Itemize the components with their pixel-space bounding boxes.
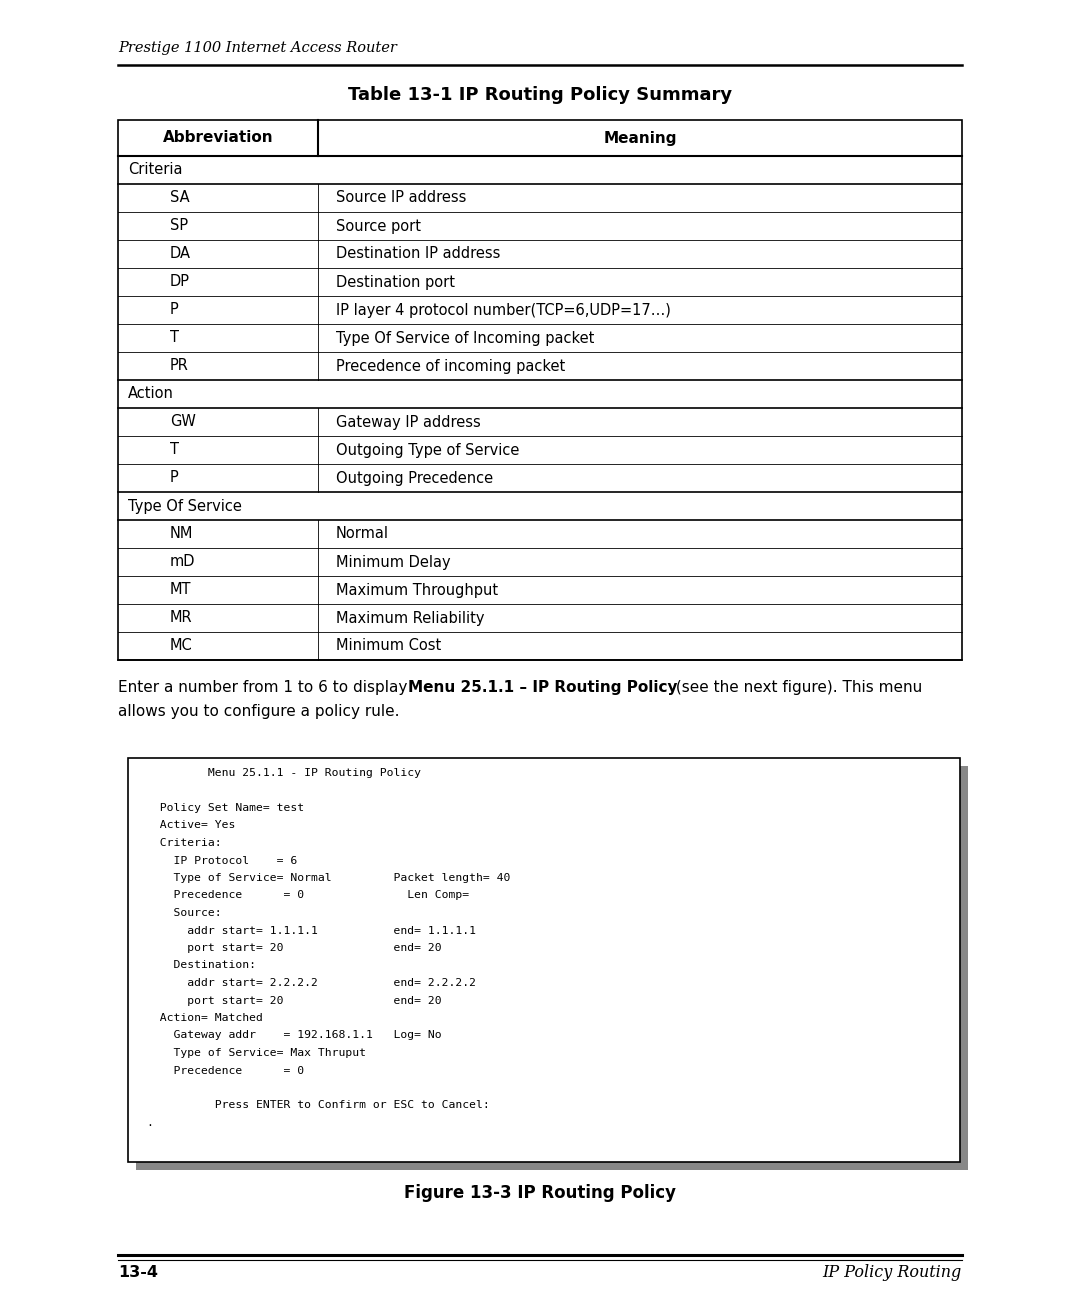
Text: allows you to configure a policy rule.: allows you to configure a policy rule. [118,704,400,718]
Text: MC: MC [170,638,192,653]
Text: Gateway IP address: Gateway IP address [336,414,481,430]
Text: Outgoing Type of Service: Outgoing Type of Service [336,443,519,458]
Text: Menu 25.1.1 – IP Routing Policy: Menu 25.1.1 – IP Routing Policy [408,680,677,695]
Text: Table 13-1 IP Routing Policy Summary: Table 13-1 IP Routing Policy Summary [348,87,732,104]
Text: Destination port: Destination port [336,274,455,290]
Bar [136,766,968,1169]
Text: Source:: Source: [146,909,221,918]
Bar [129,758,960,1162]
Text: port start= 20                end= 20: port start= 20 end= 20 [146,943,442,953]
Text: Normal: Normal [336,527,389,541]
Text: Destination IP address: Destination IP address [336,246,500,261]
Text: IP Protocol    = 6: IP Protocol = 6 [146,856,297,865]
Text: PR: PR [170,358,189,374]
Text: 13-4: 13-4 [118,1265,158,1280]
Text: NM: NM [170,527,193,541]
Text: Policy Set Name= test: Policy Set Name= test [146,804,305,813]
Text: Figure 13-3 IP Routing Policy: Figure 13-3 IP Routing Policy [404,1184,676,1201]
Text: Maximum Reliability: Maximum Reliability [336,611,485,625]
Text: Criteria:: Criteria: [146,838,221,848]
Text: GW: GW [170,414,195,430]
Text: Type Of Service of Incoming packet: Type Of Service of Incoming packet [336,330,594,346]
Text: DP: DP [170,274,190,290]
Text: port start= 20                end= 20: port start= 20 end= 20 [146,995,442,1006]
Text: (see the next figure). This menu: (see the next figure). This menu [672,680,922,695]
Text: Prestige 1100 Internet Access Router: Prestige 1100 Internet Access Router [118,41,396,55]
Text: Type of Service= Normal         Packet length= 40: Type of Service= Normal Packet length= 4… [146,873,511,884]
Text: Precedence      = 0: Precedence = 0 [146,1066,305,1075]
Text: Minimum Delay: Minimum Delay [336,555,450,569]
Text: MT: MT [170,582,191,598]
Text: Action: Action [129,387,174,401]
Text: T: T [170,330,179,346]
Text: .: . [146,1118,153,1127]
Text: MR: MR [170,611,192,625]
Text: Enter a number from 1 to 6 to display: Enter a number from 1 to 6 to display [118,680,413,695]
Text: Type of Service= Max Thruput: Type of Service= Max Thruput [146,1047,366,1058]
Text: Source port: Source port [336,219,421,233]
Text: Menu 25.1.1 - IP Routing Policy: Menu 25.1.1 - IP Routing Policy [146,768,421,777]
Text: IP Policy Routing: IP Policy Routing [823,1264,962,1281]
Text: Abbreviation: Abbreviation [163,131,273,146]
Text: Maximum Throughput: Maximum Throughput [336,582,498,598]
Text: P: P [170,303,179,317]
Text: Type Of Service: Type Of Service [129,498,242,514]
Text: T: T [170,443,179,458]
Text: P: P [170,471,179,485]
Text: Minimum Cost: Minimum Cost [336,638,442,653]
Text: SA: SA [170,190,190,206]
Text: Precedence of incoming packet: Precedence of incoming packet [336,358,565,374]
Text: Meaning: Meaning [604,131,677,146]
Text: Action= Matched: Action= Matched [146,1013,262,1023]
Text: Destination:: Destination: [146,961,256,970]
Bar [118,121,962,659]
Text: SP: SP [170,219,188,233]
Text: Press ENTER to Confirm or ESC to Cancel:: Press ENTER to Confirm or ESC to Cancel: [146,1100,489,1110]
Text: addr start= 2.2.2.2           end= 2.2.2.2: addr start= 2.2.2.2 end= 2.2.2.2 [146,978,476,988]
Text: IP layer 4 protocol number(TCP=6,UDP=17…): IP layer 4 protocol number(TCP=6,UDP=17…… [336,303,671,317]
Text: Active= Yes: Active= Yes [146,821,235,830]
Text: Source IP address: Source IP address [336,190,467,206]
Text: addr start= 1.1.1.1           end= 1.1.1.1: addr start= 1.1.1.1 end= 1.1.1.1 [146,926,476,936]
Text: Gateway addr    = 192.168.1.1   Log= No: Gateway addr = 192.168.1.1 Log= No [146,1030,442,1041]
Text: Precedence      = 0               Len Comp=: Precedence = 0 Len Comp= [146,890,469,901]
Text: mD: mD [170,555,195,569]
Text: DA: DA [170,246,191,261]
Text: Criteria: Criteria [129,163,183,177]
Text: Outgoing Precedence: Outgoing Precedence [336,471,494,485]
